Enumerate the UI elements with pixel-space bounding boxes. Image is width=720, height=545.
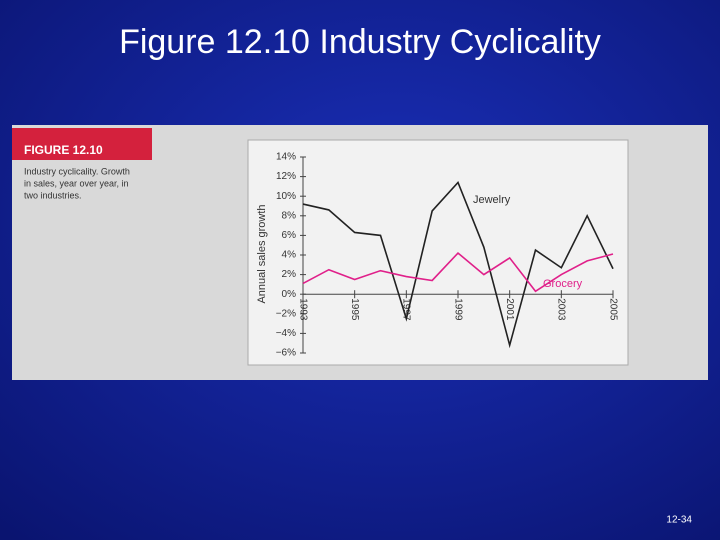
x-tick-label: 1993 xyxy=(297,298,308,321)
series-line xyxy=(302,251,614,293)
y-tick-label: −2% xyxy=(276,308,296,319)
page-number: 12-34 xyxy=(666,515,692,526)
x-tick-label: 1997 xyxy=(401,298,412,321)
y-tick-label: 14% xyxy=(276,152,296,163)
y-tick-label: 12% xyxy=(276,171,296,182)
x-tick-label: 1999 xyxy=(452,298,463,321)
y-tick-label: 10% xyxy=(276,191,296,202)
y-tick-label: 6% xyxy=(282,230,297,241)
series-line xyxy=(302,180,614,349)
x-tick-label: 2005 xyxy=(607,298,618,321)
figure-label-box xyxy=(12,128,152,160)
y-tick-label: 0% xyxy=(282,289,297,300)
x-tick-label: 2003 xyxy=(556,298,567,321)
caption-line: two industries. xyxy=(24,190,82,200)
slide-title: Figure 12.10 Industry Cyclicality xyxy=(119,23,601,61)
caption-line: in sales, year over year, in xyxy=(24,178,129,188)
y-tick-label: 4% xyxy=(282,250,297,261)
series-label: Jewelry xyxy=(473,194,511,206)
y-tick-label: −4% xyxy=(276,328,296,339)
series-label: Grocery xyxy=(543,278,583,290)
y-axis-label: Annual sales growth xyxy=(256,204,268,303)
caption-line: Industry cyclicality. Growth xyxy=(24,166,130,176)
x-tick-label: 2001 xyxy=(504,298,515,321)
y-tick-label: −6% xyxy=(276,348,296,359)
figure-label: FIGURE 12.10 xyxy=(24,143,103,157)
y-tick-label: 2% xyxy=(282,269,297,280)
x-tick-label: 1995 xyxy=(349,298,360,321)
chart-box xyxy=(247,139,629,366)
y-tick-label: 8% xyxy=(282,210,297,221)
